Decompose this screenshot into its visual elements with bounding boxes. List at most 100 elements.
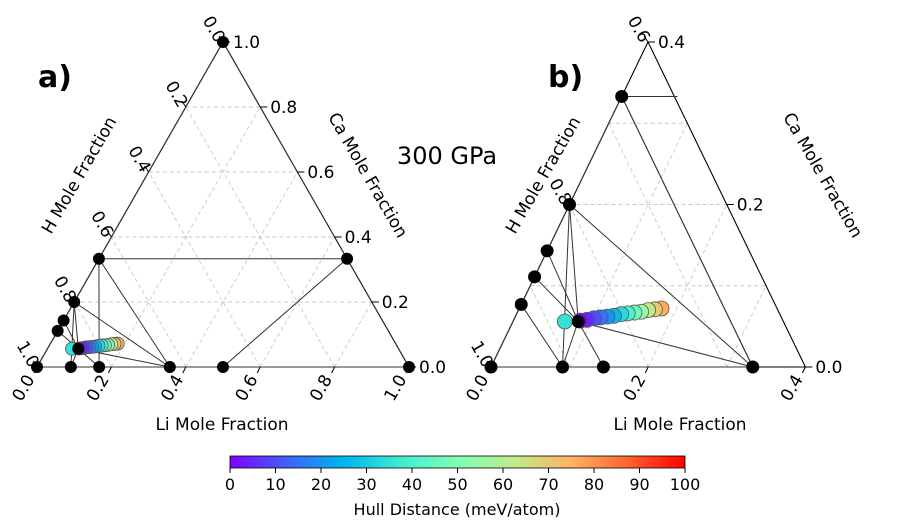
panel-b-left-axis-label: H Mole Fraction: [502, 113, 585, 237]
tie-line: [98, 258, 171, 368]
stable-phase-point: [68, 296, 81, 308]
stable-phase-point: [51, 324, 64, 337]
stable-phase-point: [64, 361, 77, 373]
tie-line: [346, 258, 410, 368]
grid-line: [73, 301, 112, 368]
grid-line: [185, 106, 335, 368]
stable-phase-point: [514, 297, 528, 311]
panel-b-tie-lines: [490, 95, 754, 368]
bottom-tick-label: 0.6: [232, 372, 263, 405]
tie-line: [562, 204, 570, 368]
grid-line: [569, 204, 649, 368]
stable-phase-point: [484, 360, 498, 374]
grid-line: [608, 123, 728, 368]
colorbar-tick-label: 30: [356, 475, 376, 494]
tie-line: [222, 258, 348, 368]
tie-line: [520, 304, 563, 368]
grid-line: [569, 123, 688, 368]
right-tick-label: 0.0: [815, 358, 842, 378]
colorbar-gradient: [229, 455, 686, 469]
right-tick-label: 1.0: [233, 33, 260, 53]
tie-line: [490, 96, 623, 368]
colorbar: 0 10 20 30 40 50 60 70 80 90 100 Hull Distance (me…: [225, 455, 700, 519]
panel-b-hull-points: [556, 300, 670, 330]
left-tick-label: 0.6: [623, 13, 654, 46]
tie-line: [70, 301, 75, 368]
stable-phase-point: [31, 361, 43, 373]
triangle-frame: [36, 40, 410, 368]
tie-line: [577, 321, 604, 368]
panel-a-label: a): [38, 60, 72, 95]
left-tick-label: 0.2: [161, 78, 192, 111]
panel-a-frame: [36, 40, 410, 368]
tie-line: [578, 321, 753, 368]
bottom-tick: [256, 366, 261, 374]
tie-line: [36, 41, 224, 368]
grid-line: [647, 204, 728, 368]
ternary-panel-b: 0.0 0.2 0.40.00.20.41.00.80.6 b) Li Mole F…: [462, 13, 866, 435]
grid-line: [185, 171, 298, 368]
tie-line: [562, 321, 579, 368]
stable-phase-point: [563, 198, 576, 211]
pressure-label: 300 GPa: [397, 142, 497, 170]
bottom-tick-label: 0.8: [306, 372, 337, 405]
grid-line: [334, 301, 373, 368]
stable-phase-point: [217, 361, 229, 373]
panel-a-tie-lines: [36, 41, 410, 368]
bottom-tick-label: 0.0: [8, 372, 39, 405]
grid-line: [111, 236, 187, 368]
stable-phase-point: [341, 252, 354, 265]
stable-phase-point: [163, 361, 176, 373]
panel-b-bottom-axis-label: Li Mole Fraction: [613, 415, 746, 435]
right-tick-label: 0.4: [658, 33, 685, 53]
colorbar-tick-label: 40: [402, 475, 422, 494]
colorbar-ticks: 0 10 20 30 40 50 60 70 80 90 100: [225, 468, 700, 494]
right-tick-label: 0.4: [345, 228, 372, 248]
stable-phase-point: [596, 360, 610, 374]
panel-a-right-axis-label: Ca Mole Fraction: [323, 109, 411, 241]
panel-b-label: b): [548, 60, 583, 95]
bottom-tick: [331, 366, 336, 374]
left-tick: [106, 230, 112, 238]
bottom-tick: [801, 366, 806, 374]
tie-line: [73, 301, 79, 349]
bottom-tick: [644, 366, 649, 374]
stable-phase-point: [556, 360, 570, 374]
stable-phase-point: [57, 314, 70, 327]
grid-line: [148, 171, 261, 368]
panel-a-stable-points: [31, 36, 415, 373]
colorbar-tick-label: 10: [265, 475, 285, 494]
tie-line: [621, 96, 754, 368]
stable-phase-point: [528, 270, 542, 284]
stable-phase-point: [746, 360, 760, 374]
tie-line: [569, 204, 579, 322]
bottom-tick-label: 0.2: [83, 372, 114, 405]
stable-phase-point: [540, 244, 554, 258]
colorbar-tick-label: 50: [447, 475, 467, 494]
stable-phase-point: [403, 361, 415, 373]
stable-phase-point: [92, 252, 105, 265]
left-tick: [144, 165, 150, 173]
bottom-tick-label: 0.0: [462, 372, 493, 405]
right-tick-label: 0.2: [737, 196, 764, 216]
grid-line: [259, 236, 335, 368]
stable-phase-point: [571, 315, 585, 328]
tie-line: [569, 204, 754, 368]
colorbar-tick-label: 80: [584, 475, 604, 494]
panel-a-grid: [73, 106, 373, 368]
ternary-panel-a: 0.0 0.2 0.4 0.6 0.8 1.00.00.20.40.60.81.01.00…: [8, 13, 446, 435]
colorbar-tick-label: 20: [311, 475, 331, 494]
left-tick: [643, 35, 649, 43]
colorbar-tick-label: 0: [225, 475, 235, 494]
stable-phase-point: [72, 342, 85, 355]
stable-phase-point: [93, 361, 106, 373]
stable-phase-point: [615, 89, 629, 103]
bottom-tick: [182, 366, 187, 374]
tie-line: [546, 250, 579, 322]
right-tick-label: 0.0: [419, 358, 446, 378]
hull-distance-point: [556, 313, 573, 330]
panel-b-grid: [529, 122, 767, 368]
panel-a-bottom-axis-label: Li Mole Fraction: [155, 415, 288, 435]
left-tick-label: 0.4: [124, 143, 155, 176]
